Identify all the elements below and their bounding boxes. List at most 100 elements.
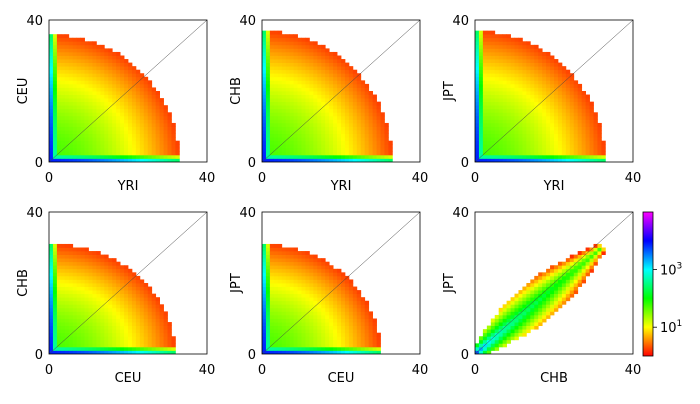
heatmap-cell <box>273 48 279 53</box>
heatmap-cell <box>482 343 488 348</box>
heatmap-cell <box>317 297 322 302</box>
heatmap-cell <box>281 154 287 159</box>
heatmap-cell <box>573 94 579 99</box>
heatmap-cell <box>80 37 85 42</box>
heatmap-cell <box>293 62 298 67</box>
heatmap-cell <box>360 105 366 110</box>
heatmap-cell <box>68 140 74 145</box>
heatmap-cell <box>478 83 484 88</box>
heatmap-cell <box>112 154 117 159</box>
heatmap-cell <box>546 133 551 138</box>
heatmap-cell <box>333 311 338 316</box>
heatmap-cell <box>502 62 507 67</box>
heatmap-cell <box>546 140 551 145</box>
heatmap-cell <box>478 91 484 95</box>
heatmap-cell <box>561 147 567 152</box>
heatmap-cell <box>301 147 306 152</box>
heatmap-cell <box>506 41 511 46</box>
heatmap-cell <box>384 151 389 156</box>
heatmap-cell <box>147 137 153 142</box>
heatmap-cell <box>277 105 283 110</box>
heatmap-cell <box>289 59 294 63</box>
heatmap-cell <box>273 37 279 42</box>
heatmap-cell <box>597 126 602 131</box>
heatmap-cell <box>494 119 500 124</box>
heatmap-cell <box>139 147 145 152</box>
heatmap-cell <box>104 343 109 348</box>
heatmap-cell <box>277 80 283 85</box>
heatmap-cell <box>522 69 527 74</box>
heatmap-cell <box>96 133 101 138</box>
heatmap-cell <box>139 108 145 113</box>
heatmap-cell <box>325 76 330 81</box>
heatmap-cell <box>124 98 129 103</box>
heatmap-cell <box>124 283 129 287</box>
heatmap-cell <box>120 343 125 348</box>
heatmap-cell <box>348 119 354 124</box>
heatmap-cell <box>72 272 78 277</box>
heatmap-cell <box>565 115 571 120</box>
heatmap-cell <box>506 304 511 309</box>
heatmap-cell <box>333 83 338 88</box>
heatmap-cell <box>585 247 590 252</box>
heatmap-cell <box>526 83 531 88</box>
heatmap-cell <box>108 293 113 298</box>
heatmap-cell <box>356 112 362 117</box>
heatmap-cell <box>526 297 531 302</box>
heatmap-cell <box>482 30 488 35</box>
heatmap-cell <box>135 297 141 302</box>
heatmap-cell <box>538 300 543 305</box>
heatmap-cell <box>285 137 291 142</box>
heatmap-cell <box>360 336 366 341</box>
heatmap-cell <box>104 76 109 81</box>
heatmap-cell <box>96 62 101 67</box>
heatmap-cell <box>108 158 113 162</box>
heatmap-cell <box>546 158 551 162</box>
heatmap-cell <box>510 115 515 120</box>
heatmap-cell <box>321 66 326 71</box>
heatmap-cell <box>550 154 555 159</box>
heatmap-cell <box>49 304 54 309</box>
heatmap-cell <box>104 147 109 152</box>
heatmap-cell <box>108 275 113 280</box>
heatmap-cell <box>52 318 58 323</box>
heatmap-cell <box>155 126 160 131</box>
heatmap-cell <box>135 140 141 145</box>
heatmap-cell <box>329 158 334 162</box>
axes-frame <box>48 211 208 355</box>
heatmap-cell <box>124 318 129 323</box>
heatmap-cell <box>112 76 117 81</box>
heatmap-cell <box>285 311 291 316</box>
heatmap-cell <box>76 140 81 145</box>
heatmap-cell <box>281 265 287 270</box>
heatmap-cell <box>112 83 117 88</box>
heatmap-cell <box>329 329 334 334</box>
heatmap-cell <box>108 147 113 152</box>
heatmap-cell <box>281 286 287 291</box>
heatmap-cell <box>321 258 326 263</box>
heatmap-cell <box>597 137 602 142</box>
heatmap-cell <box>116 350 121 354</box>
heatmap-cell <box>325 126 330 131</box>
heatmap-cell <box>116 73 121 78</box>
heatmap-cell <box>565 112 571 117</box>
heatmap-cell <box>52 41 58 46</box>
heatmap-cell <box>76 158 81 162</box>
heatmap-cell <box>514 48 519 53</box>
heatmap-cell <box>56 350 62 354</box>
heatmap-cell <box>321 83 326 88</box>
heatmap-cell <box>293 275 298 280</box>
heatmap-cell <box>104 69 109 74</box>
heatmap-cell <box>538 115 543 120</box>
heatmap-cell <box>478 87 484 92</box>
heatmap-cell <box>569 115 575 120</box>
heatmap-cell <box>325 158 330 162</box>
heatmap-cell <box>514 144 519 149</box>
heatmap-cell <box>289 258 294 263</box>
heatmap-cell <box>52 297 58 302</box>
heatmap-cell <box>273 105 279 110</box>
heatmap-cell <box>285 105 291 110</box>
heatmap-cell <box>92 112 97 117</box>
heatmap-cell <box>573 158 579 162</box>
heatmap-cell <box>337 66 342 71</box>
